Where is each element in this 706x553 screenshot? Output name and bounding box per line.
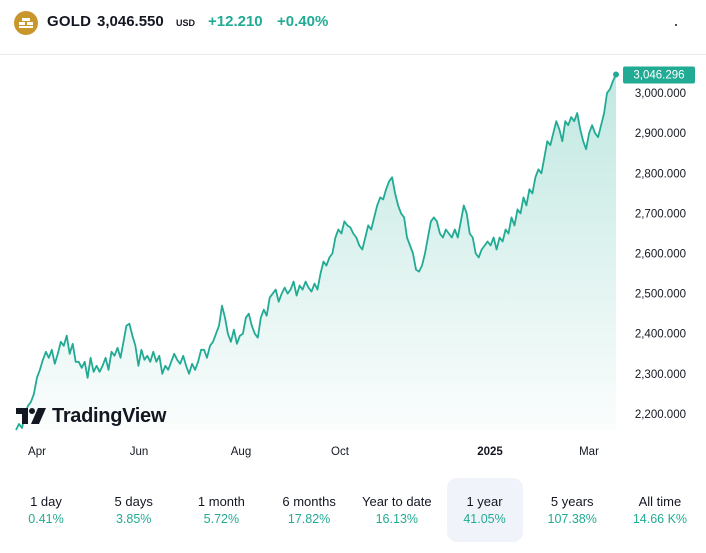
currency-label: USD — [176, 18, 196, 28]
header-divider — [0, 54, 706, 55]
x-tick-label: Oct — [331, 446, 350, 458]
range-button-1-year[interactable]: 1 year 41.05% — [446, 478, 523, 542]
x-tick-label: Mar — [579, 446, 599, 458]
price-line — [15, 74, 617, 431]
range-button-all-time[interactable]: All time 14.66 K% — [622, 478, 698, 542]
y-tick-label: 2,200.000 — [635, 409, 686, 421]
y-tick-label: 2,700.000 — [635, 208, 686, 220]
symbol-name[interactable]: GOLD — [47, 13, 92, 30]
symbol-header: GOLD 3,046.550 USD +12.210 +0.40% — [0, 0, 706, 52]
gold-logo-icon — [14, 11, 38, 35]
last-value-label: 3,046.296 — [633, 70, 684, 82]
y-tick-label: 2,900.000 — [635, 128, 686, 140]
range-button-5-days[interactable]: 5 days 3.85% — [96, 478, 172, 542]
y-axis: 3,000.000 2,900.000 2,800.000 2,700.000 2,60… — [635, 88, 686, 421]
price-chart[interactable]: 3,000.000 2,900.000 2,800.000 2,700.000 2,60… — [0, 55, 706, 465]
time-range-selector: 1 day 0.41% 5 days 3.85% 1 month 5.72% 6 month… — [8, 478, 698, 542]
range-change: 14.66 K% — [632, 512, 688, 526]
x-tick-label: Apr — [28, 446, 46, 458]
range-label: 1 year — [466, 494, 503, 509]
range-button-1-day[interactable]: 1 day 0.41% — [8, 478, 84, 542]
range-label: 1 day — [30, 494, 62, 509]
range-change: 0.41% — [28, 512, 64, 526]
range-button-1-month[interactable]: 1 month 5.72% — [183, 478, 259, 542]
y-tick-label: 2,500.000 — [635, 289, 686, 301]
y-tick-label: 2,800.000 — [635, 168, 686, 180]
current-price: 3,046.550 — [97, 13, 164, 30]
y-tick-label: 2,300.000 — [635, 369, 686, 381]
price-chart-svg[interactable]: 3,000.000 2,900.000 2,800.000 2,700.000 2,60… — [0, 55, 706, 465]
range-button-year-to-date[interactable]: Year to date 16.13% — [359, 478, 435, 542]
y-tick-label: 3,000.000 — [635, 88, 686, 100]
range-change: 5.72% — [203, 512, 240, 526]
tradingview-logo-icon — [16, 408, 46, 424]
last-value-marker: 3,046.296 — [623, 66, 695, 84]
range-label: 5 days — [114, 494, 153, 509]
price-change: +12.210 — [208, 13, 263, 30]
y-tick-label: 2,600.000 — [635, 249, 686, 261]
price-area — [16, 74, 616, 430]
tradingview-wordmark: TradingView — [52, 404, 167, 427]
range-change: 107.38% — [547, 512, 597, 526]
range-button-5-years[interactable]: 5 years 107.38% — [534, 478, 610, 542]
tradingview-watermark[interactable]: TradingView — [16, 405, 166, 427]
last-price-dot — [613, 71, 619, 78]
range-change: 3.85% — [115, 512, 152, 526]
more-options-icon[interactable] — [675, 24, 677, 26]
range-button-6-months[interactable]: 6 months 17.82% — [271, 478, 347, 542]
price-change-percent: +0.40% — [277, 13, 329, 30]
x-tick-label: Jun — [130, 446, 149, 458]
x-tick-label: 2025 — [477, 446, 503, 458]
y-tick-label: 2,400.000 — [635, 329, 686, 341]
range-label: 1 month — [197, 494, 245, 509]
range-label: Year to date — [361, 494, 432, 509]
range-label: All time — [638, 494, 682, 509]
range-label: 6 months — [282, 494, 336, 509]
range-label: 5 years — [550, 494, 594, 509]
range-change: 17.82% — [287, 512, 331, 526]
x-tick-label: Aug — [231, 446, 251, 458]
range-change: 16.13% — [375, 512, 419, 526]
range-change: 41.05% — [463, 512, 506, 526]
x-axis: Apr Jun Aug Oct 2025 Mar — [28, 446, 599, 458]
